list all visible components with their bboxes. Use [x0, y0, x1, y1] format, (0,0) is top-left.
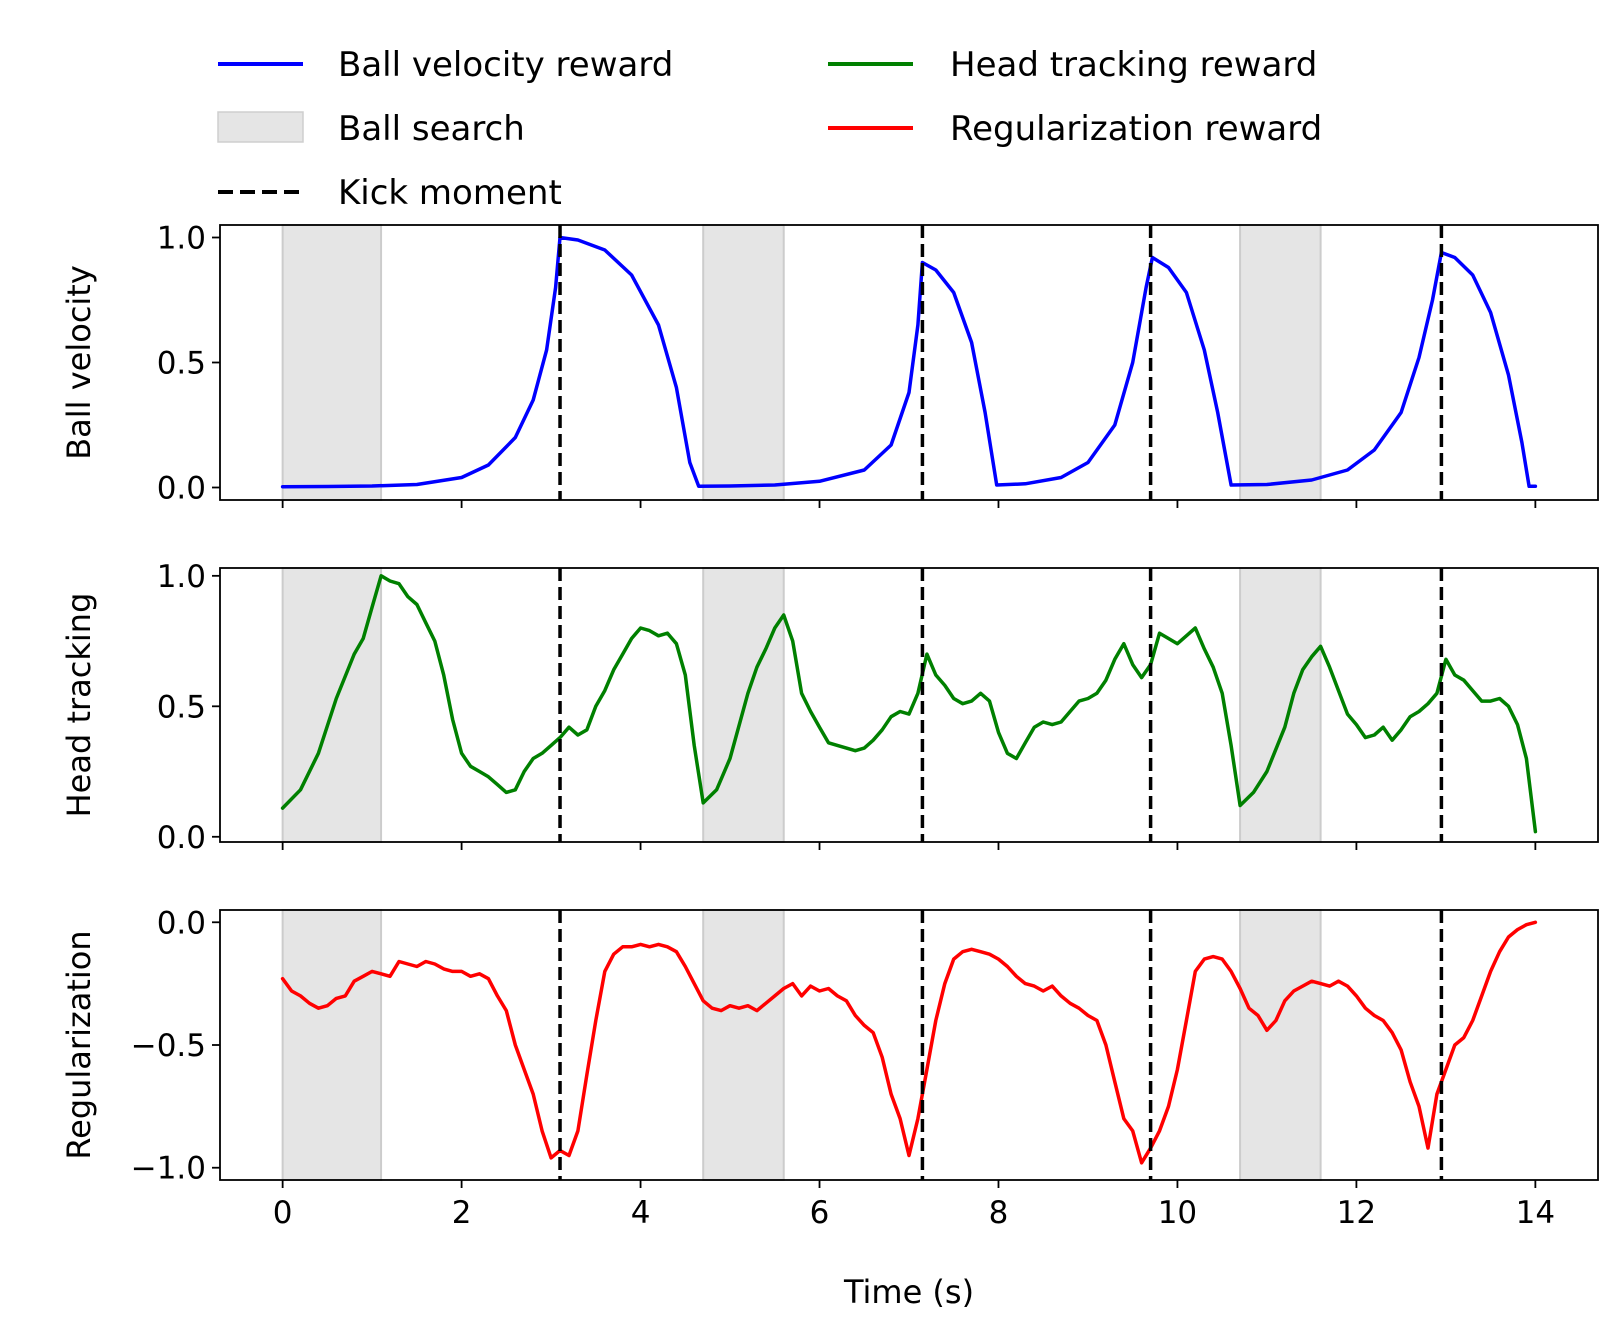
ball-velocity-series-line [280, 235, 1538, 489]
ball-search-span-2 [702, 224, 785, 501]
legend-item-ball-search: Ball search [217, 109, 525, 149]
legend-item-regularization-reward: Regularization reward [828, 109, 1322, 149]
x-tick-label: 2 [452, 1195, 472, 1231]
regularization-y-tick-label: −0.5 [131, 1028, 206, 1064]
x-tick-label: 8 [989, 1195, 1009, 1231]
x-tick-label: 14 [1516, 1195, 1555, 1231]
legend-item-head-tracking-reward: Head tracking reward [828, 45, 1317, 85]
head-tracking-axes-frame [219, 567, 1599, 843]
ball-velocity-y-tick-label: 1.0 [157, 221, 206, 257]
x-tick-label: 12 [1337, 1195, 1376, 1231]
ball-search-span-2 [702, 909, 785, 1181]
legend-label-ball-velocity: Ball velocity reward [338, 45, 673, 85]
regularization-y-tick-label: 0.0 [157, 905, 206, 941]
ball-velocity-y-tick-label: 0.5 [157, 346, 206, 382]
legend: Ball velocity reward Head tracking rewar… [217, 45, 1322, 213]
ball-search-span-3 [1239, 224, 1322, 501]
regularization-y-axis-label: Regularization [60, 930, 98, 1159]
ball-search-span-1 [281, 909, 383, 1181]
head-tracking-y-tick-label: 1.0 [157, 559, 206, 595]
x-tick-label: 4 [631, 1195, 651, 1231]
ball-velocity-y-tick-label: 0.0 [157, 471, 206, 507]
legend-item-kick-moment: Kick moment [218, 173, 562, 213]
legend-label-head-tracking: Head tracking reward [950, 45, 1317, 85]
regularization-axes-frame [219, 909, 1599, 1181]
x-tick-label: 6 [810, 1195, 830, 1231]
head-tracking-y-tick-label: 0.0 [157, 820, 206, 856]
legend-swatch-ball-search [217, 111, 304, 143]
ball-search-span-1 [281, 567, 383, 843]
x-axis-label: Time (s) [843, 1273, 974, 1311]
ball-search-span-3 [1239, 909, 1322, 1181]
panel-head-tracking: 0.0 0.5 1.0 Head tracking [60, 559, 1599, 856]
legend-item-ball-velocity-reward: Ball velocity reward [218, 45, 673, 85]
ball-search-span-1 [281, 224, 383, 501]
legend-label-regularization: Regularization reward [950, 109, 1322, 149]
ball-search-span-3 [1239, 567, 1322, 843]
ball-velocity-axes-frame [219, 224, 1599, 501]
x-tick-label: 0 [273, 1195, 293, 1231]
head-tracking-y-tick-label: 0.5 [157, 689, 206, 725]
regularization-series-line [280, 920, 1538, 1165]
legend-label-kick-moment: Kick moment [338, 173, 562, 213]
panel-ball-velocity: 0.0 0.5 1.0 Ball velocity [60, 221, 1599, 508]
legend-label-ball-search: Ball search [338, 109, 525, 149]
ball-velocity-y-axis-label: Ball velocity [60, 265, 98, 460]
head-tracking-series-line [280, 574, 1538, 834]
regularization-y-tick-label: −1.0 [131, 1151, 206, 1187]
panel-regularization: 0.0 −0.5 −1.0 0 2 4 6 8 10 12 14 Regularization [60, 905, 1599, 1231]
x-tick-label: 10 [1158, 1195, 1197, 1231]
head-tracking-y-axis-label: Head tracking [60, 593, 98, 818]
